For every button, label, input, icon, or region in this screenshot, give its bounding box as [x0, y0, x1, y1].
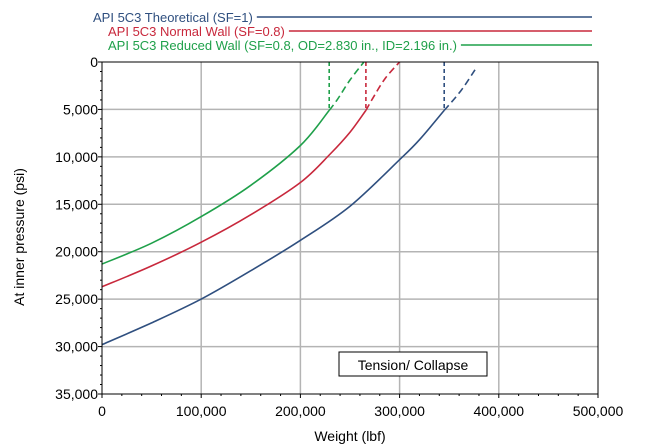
y-tick-label: 10,000 — [55, 149, 98, 165]
minor-ticks — [98, 61, 599, 398]
legend-label-3: API 5C3 Reduced Wall (SF=0.8, OD=2.830 i… — [108, 38, 457, 53]
legend: API 5C3 Theoretical (SF=1)API 5C3 Normal… — [93, 10, 592, 53]
series-dashed-3 — [328, 61, 365, 111]
x-tick-label: 300,000 — [374, 403, 425, 419]
x-tick-label: 100,000 — [176, 403, 227, 419]
legend-label-1: API 5C3 Theoretical (SF=1) — [93, 10, 253, 25]
series-line-3 — [101, 109, 330, 265]
y-tick-label: 5,000 — [63, 101, 98, 117]
y-tick-label: 25,000 — [55, 291, 98, 307]
y-axis-label: At inner pressure (psi) — [11, 168, 27, 306]
y-tick-label: 20,000 — [55, 244, 98, 260]
series-line-2 — [101, 109, 367, 288]
y-tick-label: 0 — [90, 54, 98, 70]
x-axis-label: Weight (lbf) — [314, 428, 385, 444]
x-tick-labels: 0 100,000 200,000 300,000 400,000 500,000 — [98, 403, 623, 419]
y-tick-label: 30,000 — [55, 339, 98, 355]
y-tick-labels: 0 5,000 10,000 15,000 20,000 25,000 30,000 35,0… — [55, 54, 98, 402]
annotation-text: Tension/ Collapse — [358, 357, 469, 373]
plot-border — [101, 61, 599, 395]
x-tick-label: 200,000 — [275, 403, 326, 419]
series-layer — [101, 61, 478, 346]
series-line-1 — [101, 109, 445, 346]
annotation-box: Tension/ Collapse — [338, 351, 488, 377]
legend-label-2: API 5C3 Normal Wall (SF=0.8) — [108, 24, 285, 39]
series-dashed-1 — [443, 66, 478, 111]
y-tick-label: 35,000 — [55, 386, 98, 402]
x-tick-label: 0 — [98, 403, 106, 419]
grid-lines — [102, 62, 598, 394]
series-dashed-2 — [365, 61, 401, 111]
y-tick-label: 15,000 — [55, 196, 98, 212]
x-tick-label: 400,000 — [473, 403, 524, 419]
x-tick-label: 500,000 — [573, 403, 624, 419]
